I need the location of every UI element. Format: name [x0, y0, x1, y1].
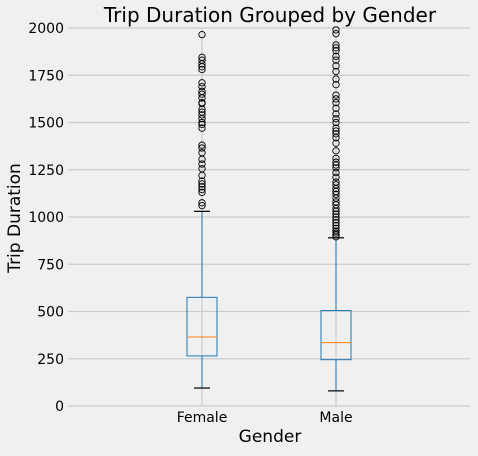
- outlier-point: [198, 90, 206, 98]
- y-axis-label: Trip Duration: [5, 163, 25, 274]
- x-axis-label: Gender: [239, 427, 302, 447]
- boxes: [186, 26, 352, 392]
- outlier-point: [332, 52, 340, 60]
- outlier-point: [198, 65, 206, 74]
- outlier-point: [198, 180, 206, 188]
- y-tick-label: 1250: [28, 163, 64, 179]
- outlier-point: [332, 158, 340, 166]
- x-tick-label: Male: [319, 410, 352, 426]
- iqr-box: [320, 310, 352, 361]
- y-tick-label: 750: [37, 257, 64, 273]
- outlier-point: [332, 130, 340, 138]
- outlier-point: [332, 216, 340, 224]
- outlier-point: [332, 154, 340, 163]
- outlier-point: [198, 183, 206, 191]
- x-tick-labels: Female Male: [177, 410, 353, 426]
- outlier-point: [198, 120, 206, 129]
- outlier-point: [332, 91, 340, 99]
- box-group: [186, 30, 218, 389]
- outlier-point: [332, 198, 340, 206]
- outlier-point: [198, 160, 206, 168]
- y-tick-label: 1500: [28, 116, 64, 132]
- outlier-point: [198, 118, 206, 127]
- outlier-point: [198, 188, 206, 197]
- outlier-point: [332, 26, 340, 34]
- outlier-point: [332, 118, 340, 127]
- outlier-point: [332, 62, 340, 70]
- outlier-point: [332, 224, 340, 232]
- iqr-box: [186, 296, 218, 357]
- y-tick-label: 1750: [28, 68, 64, 84]
- y-tick-label: 1000: [28, 210, 64, 226]
- outlier-point: [332, 219, 340, 227]
- outlier-point: [332, 227, 340, 235]
- y-tick-label: 500: [37, 305, 64, 321]
- y-tick-labels: 0 250 500 750 1000 1250 1500 1750 2000: [28, 21, 64, 415]
- y-tick-label: 0: [55, 399, 64, 415]
- outlier-point: [198, 202, 206, 210]
- outlier-point: [332, 178, 340, 186]
- outlier-point: [332, 164, 340, 172]
- outlier-point: [332, 95, 340, 103]
- outlier-point: [332, 233, 340, 241]
- grid-lines: [68, 27, 470, 407]
- outlier-point: [332, 56, 340, 64]
- x-tick-label: Female: [177, 410, 228, 426]
- outlier-point: [332, 229, 340, 237]
- outlier-point: [332, 147, 340, 155]
- y-tick-label: 2000: [28, 21, 64, 37]
- outlier-point: [198, 185, 206, 194]
- outlier-point: [198, 124, 206, 132]
- outlier-point: [332, 181, 340, 189]
- outlier-point: [198, 165, 206, 173]
- outlier-point: [198, 177, 206, 185]
- outlier-point: [332, 75, 340, 83]
- outlier-point: [332, 67, 340, 76]
- outlier-point: [332, 104, 340, 112]
- outlier-point: [332, 213, 340, 221]
- outlier-point: [198, 79, 206, 87]
- outlier-point: [332, 173, 340, 181]
- outlier-point: [332, 127, 340, 135]
- outlier-point: [332, 30, 340, 38]
- outlier-point: [198, 87, 206, 95]
- outlier-point: [332, 210, 340, 218]
- y-tick-label: 250: [37, 352, 64, 368]
- outlier-point: [332, 221, 340, 230]
- outlier-point: [198, 108, 206, 116]
- outlier-point: [332, 168, 340, 177]
- outlier-point: [332, 81, 340, 89]
- box-group: [320, 26, 352, 392]
- chart-title: Trip Duration Grouped by Gender: [103, 3, 437, 27]
- outlier-point: [332, 124, 340, 132]
- outlier-point: [332, 99, 340, 107]
- outlier-point: [198, 144, 206, 152]
- outlier-point: [332, 110, 340, 118]
- outlier-point: [332, 44, 340, 52]
- outlier-point: [198, 56, 206, 64]
- outlier-point: [332, 190, 340, 198]
- outlier-point: [198, 30, 206, 39]
- outlier-point: [198, 199, 206, 207]
- outlier-point: [198, 99, 206, 107]
- outlier-point: [332, 41, 340, 49]
- outlier-point: [198, 111, 206, 119]
- outlier-point: [198, 141, 206, 149]
- outlier-point: [332, 47, 340, 55]
- outlier-point: [332, 115, 340, 123]
- outlier-point: [198, 53, 206, 61]
- outlier-point: [198, 82, 206, 91]
- outlier-point: [198, 149, 206, 157]
- outlier-point: [332, 139, 340, 147]
